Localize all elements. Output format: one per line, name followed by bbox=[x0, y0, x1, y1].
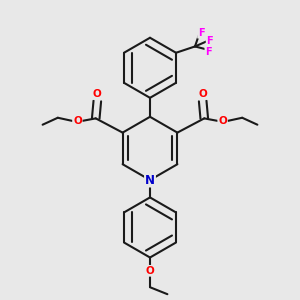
Text: F: F bbox=[206, 36, 213, 46]
Text: O: O bbox=[146, 266, 154, 276]
Text: O: O bbox=[73, 116, 82, 126]
Text: N: N bbox=[145, 173, 155, 187]
Text: O: O bbox=[198, 89, 207, 99]
Text: F: F bbox=[198, 28, 205, 38]
Text: O: O bbox=[93, 89, 102, 99]
Text: O: O bbox=[218, 116, 227, 126]
Text: F: F bbox=[205, 47, 212, 57]
